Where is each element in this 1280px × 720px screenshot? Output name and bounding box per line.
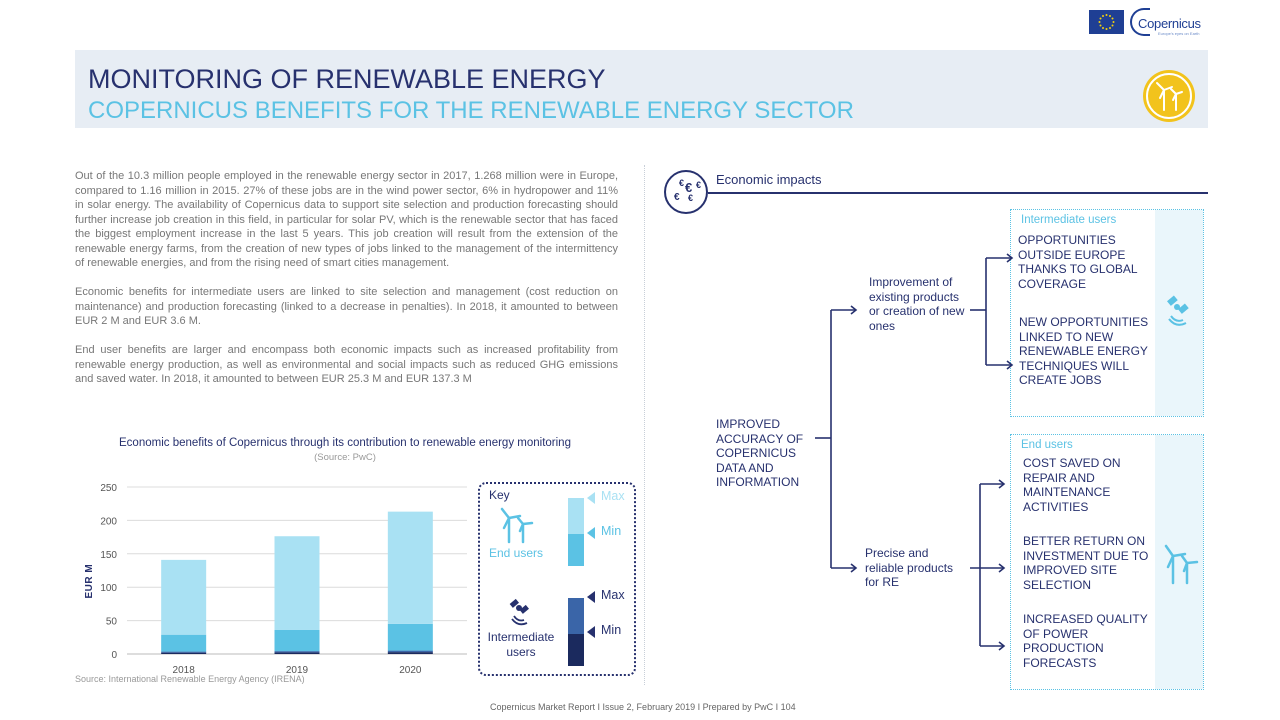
key-end-max-swatch bbox=[568, 498, 584, 534]
economic-impacts-title: Economic impacts bbox=[716, 172, 822, 187]
bar-segment bbox=[161, 634, 207, 652]
bar-segment bbox=[387, 623, 433, 651]
impact-branch-top: Improvement of existing products or crea… bbox=[869, 275, 965, 333]
key-end-users-label: End users bbox=[489, 546, 544, 560]
eu-flag-logo bbox=[1089, 10, 1124, 34]
logo-tagline: Europe's eyes on Earth bbox=[1158, 31, 1200, 36]
wind-turbine-icon bbox=[1164, 544, 1199, 585]
key-pointer-icon bbox=[587, 527, 595, 539]
logo-arc bbox=[1130, 8, 1150, 36]
chart-key: Key End users bbox=[478, 482, 636, 676]
intermediate-item: NEW OPPORTUNITIES LINKED TO NEW RENEWABL… bbox=[1019, 315, 1149, 387]
bar-segment bbox=[274, 536, 320, 630]
end-item: BETTER RETURN ON INVESTMENT DUE TO IMPRO… bbox=[1023, 534, 1149, 592]
copernicus-logo: Copernicus Europe's eyes on Earth bbox=[1130, 8, 1205, 38]
bar-segment bbox=[161, 651, 207, 653]
intermediate-users-heading: Intermediate users bbox=[1021, 214, 1117, 226]
panel-strip bbox=[1155, 210, 1203, 416]
end-users-heading: End users bbox=[1021, 439, 1073, 451]
key-pointer-icon bbox=[587, 591, 595, 603]
header-band: MONITORING OF RENEWABLE ENERGY COPERNICU… bbox=[75, 50, 1208, 128]
key-pointer-icon bbox=[587, 626, 595, 638]
page-title: MONITORING OF RENEWABLE ENERGY bbox=[88, 64, 606, 94]
paragraph: Out of the 10.3 million people employed … bbox=[75, 170, 618, 269]
bar-chart: 0 50 100 150 200 250 EUR M 2018 2019 2020 bbox=[84, 483, 467, 676]
impact-branch-bottom: Precise and reliable products for RE bbox=[865, 546, 954, 589]
x-tick-label: 2020 bbox=[399, 665, 422, 676]
key-title: Key bbox=[489, 488, 510, 502]
y-tick-label: 250 bbox=[100, 483, 117, 494]
wind-turbine-icon bbox=[494, 506, 536, 549]
y-axis-label: EUR M bbox=[84, 564, 95, 599]
bar-segment bbox=[387, 511, 433, 624]
y-tick-label: 200 bbox=[100, 516, 117, 527]
impact-root: IMPROVED ACCURACY OF COPERNICUS DATA AND… bbox=[716, 417, 804, 489]
page-footer: Copernicus Market Report I Issue 2, Febr… bbox=[490, 702, 796, 712]
intermediate-users-panel: Intermediate users bbox=[1010, 209, 1204, 417]
y-tick-label: 50 bbox=[106, 617, 118, 628]
chart-title: Economic benefits of Copernicus through … bbox=[119, 437, 571, 449]
satellite-icon bbox=[504, 597, 536, 632]
key-pointer-icon bbox=[587, 492, 595, 504]
bar-segment bbox=[387, 652, 433, 654]
satellite-icon bbox=[1167, 295, 1189, 326]
bar-segment bbox=[161, 652, 207, 654]
section-rule bbox=[708, 192, 1208, 194]
y-tick-label: 150 bbox=[100, 550, 117, 561]
end-item: COST SAVED ON REPAIR AND MAINTENANCE ACT… bbox=[1023, 456, 1121, 514]
page-subtitle: COPERNICUS BENEFITS FOR THE RENEWABLE EN… bbox=[88, 97, 854, 124]
bar-segment bbox=[387, 650, 433, 653]
chart-source: (Source: PwC) bbox=[314, 452, 376, 463]
column-divider bbox=[644, 165, 645, 685]
key-intermediate-users-label: Intermediate users bbox=[487, 630, 555, 659]
key-end-min-label: Min bbox=[601, 524, 622, 538]
key-int-max-label: Max bbox=[601, 588, 625, 602]
logo-word: Copernicus bbox=[1138, 16, 1201, 31]
x-tick-label: 2019 bbox=[286, 665, 309, 676]
paragraph: Economic benefits for intermediate users… bbox=[75, 286, 618, 327]
key-int-min-swatch bbox=[568, 634, 584, 666]
x-tick-label: 2018 bbox=[173, 665, 196, 676]
body-text: Out of the 10.3 million people employed … bbox=[75, 169, 618, 401]
y-tick-label: 100 bbox=[100, 583, 117, 594]
end-users-panel: End users bbox=[1010, 434, 1204, 690]
y-tick-label: 0 bbox=[111, 650, 117, 661]
euro-coins-icon: € € € € € bbox=[664, 170, 708, 214]
key-end-max-label: Max bbox=[601, 489, 625, 503]
wind-turbine-icon bbox=[1143, 70, 1195, 122]
key-int-min-label: Min bbox=[601, 623, 622, 637]
bar-segment bbox=[161, 559, 207, 635]
end-item: INCREASED QUALITY OF POWER PRODUCTION FO… bbox=[1023, 612, 1148, 670]
bar-segment bbox=[274, 652, 320, 654]
intermediate-item: OPPORTUNITIES OUTSIDE EUROPE THANKS TO G… bbox=[1018, 233, 1138, 291]
chart-footnote: Source: International Renewable Energy A… bbox=[75, 674, 305, 684]
key-end-min-swatch bbox=[568, 534, 584, 566]
bar-segment bbox=[274, 651, 320, 653]
key-int-max-swatch bbox=[568, 598, 584, 634]
panel-strip bbox=[1155, 435, 1203, 689]
paragraph: End user benefits are larger and encompa… bbox=[75, 344, 618, 385]
bar-segment bbox=[274, 629, 320, 652]
